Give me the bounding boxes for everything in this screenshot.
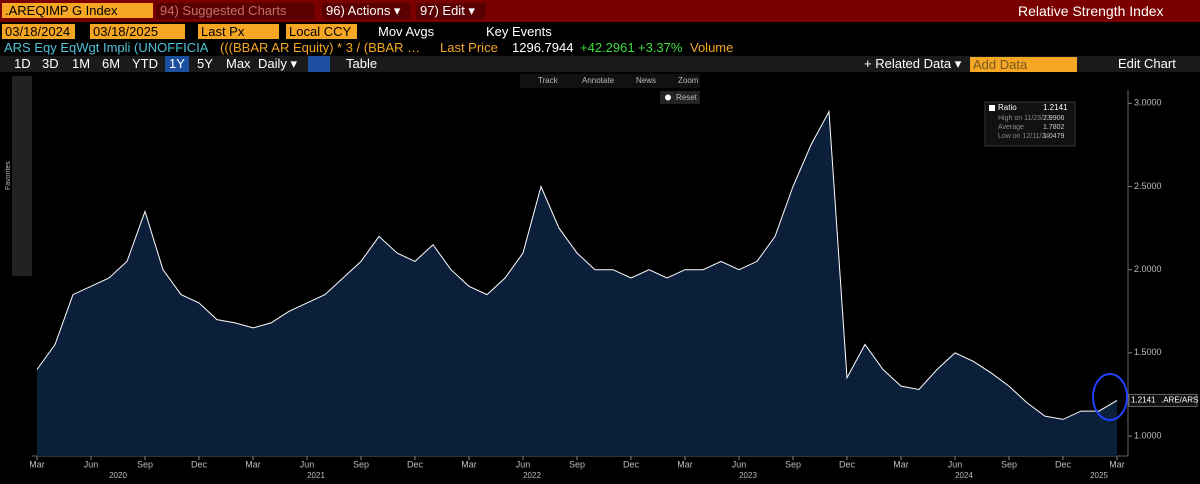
last-ticker: .ARE/ARS <box>1161 396 1198 405</box>
legend-box <box>984 101 1076 147</box>
area <box>37 111 1117 456</box>
year-label: 2021 <box>307 471 325 480</box>
suggested-charts[interactable]: 94) Suggested Charts <box>156 3 314 19</box>
legend-stat-value: 1.0479 <box>1043 133 1065 140</box>
last-value-tag <box>1128 393 1198 407</box>
reset-button[interactable] <box>660 91 700 104</box>
study-title[interactable]: Relative Strength Index <box>1018 3 1164 19</box>
drawing-sidebar <box>12 76 32 276</box>
chart-toolbar <box>520 74 700 88</box>
legend-name: Ratio <box>998 103 1017 112</box>
settings-row: 03/18/2024 03/18/2025 Last Px Local CCY … <box>0 22 1200 40</box>
sidebar-label: Favorites <box>5 161 12 190</box>
y-tick-label: 2.5000 <box>1134 181 1162 191</box>
currency-select[interactable]: Local CCY <box>286 24 357 39</box>
info-row: ARS Eqy EqWgt Impli (UNOFFICIA (((BBAR A… <box>0 40 1200 56</box>
x-tick-label: Dec <box>623 459 640 469</box>
period-button[interactable]: 1M <box>72 56 91 71</box>
period-button[interactable]: 1D <box>14 56 31 71</box>
year-label: 2020 <box>109 471 127 480</box>
year-label: 2025 <box>1090 471 1108 480</box>
x-tick-label: Mar <box>29 459 45 469</box>
y-tick-label: 1.5000 <box>1134 347 1162 357</box>
y-tick-label: 3.0000 <box>1134 98 1162 108</box>
x-tick-label: Mar <box>461 459 477 469</box>
x-tick-label: Jun <box>948 459 963 469</box>
period-row: Daily ▾ Table + Related Data ▾ Add Data … <box>0 56 1200 72</box>
year-label: 2023 <box>739 471 757 480</box>
last-price-label: Last Price <box>440 40 498 55</box>
x-tick-label: Sep <box>137 459 153 469</box>
security-name: ARS Eqy EqWgt Impli (UNOFFICIA <box>4 40 209 55</box>
key-events[interactable]: Key Events <box>486 24 552 39</box>
x-tick-label: Sep <box>1001 459 1017 469</box>
period-button[interactable]: 1Y <box>165 56 189 72</box>
period-button[interactable]: 3D <box>42 56 59 71</box>
chart: Favorites Track Annotate News Zoom Reset 202… <box>0 72 1200 484</box>
edit-menu[interactable]: 97) Edit ▾ <box>416 3 486 19</box>
volume-label: Volume <box>690 40 734 55</box>
line <box>36 109 1118 420</box>
x-tick-label: Dec <box>191 459 208 469</box>
x-tick-label: Mar <box>677 459 693 469</box>
x-tick-label: Jun <box>516 459 531 469</box>
chart-tool[interactable]: Zoom <box>678 76 699 85</box>
security-field[interactable]: .AREQIMP G Index <box>2 3 153 18</box>
field-select[interactable]: Last Px <box>198 24 279 39</box>
x-tick-label: Jun <box>300 459 315 469</box>
year-label: 2022 <box>523 471 541 480</box>
related-data[interactable]: + Related Data ▾ <box>864 56 962 71</box>
chart-tool[interactable]: Annotate <box>582 76 615 85</box>
legend-stat-label: High on 11/23/23 <box>998 115 1051 122</box>
add-data[interactable]: Add Data <box>970 57 1077 72</box>
legend-stat-label: Low on 12/11/24 <box>998 133 1049 140</box>
year-label: 2024 <box>955 471 973 480</box>
legend-swatch <box>989 105 995 111</box>
period-button[interactable]: YTD <box>132 56 158 71</box>
period-button[interactable]: 5Y <box>197 56 213 71</box>
x-tick-label: Mar <box>893 459 909 469</box>
x-tick-label: Jun <box>84 459 99 469</box>
title-bar: .AREQIMP G Index 94) Suggested Charts 96… <box>0 0 1200 22</box>
change: +42.2961 <box>580 40 635 55</box>
chart-tool[interactable]: Track <box>538 76 559 85</box>
x-tick-label: Jun <box>732 459 747 469</box>
chart-tool[interactable]: News <box>636 76 656 85</box>
actions-menu[interactable]: 96) Actions ▾ <box>322 3 410 19</box>
chart-type-button[interactable] <box>308 56 330 72</box>
change-pct: +3.37% <box>638 40 683 55</box>
end-date[interactable]: 03/18/2025 <box>90 24 185 39</box>
legend-value: 1.2141 <box>1043 103 1068 112</box>
x-tick-label: Sep <box>353 459 369 469</box>
x-tick-label: Sep <box>569 459 585 469</box>
x-tick-label: Dec <box>407 459 424 469</box>
y-tick-label: 2.0000 <box>1134 264 1162 274</box>
last-value: 1.2141 <box>1131 396 1156 405</box>
last-price: 1296.7944 <box>512 40 574 55</box>
legend-stat-value: 2.9906 <box>1043 115 1065 122</box>
reset-label[interactable]: Reset <box>676 93 698 102</box>
legend-stat-label: Average <box>998 124 1024 131</box>
table-button[interactable]: Table <box>346 56 378 71</box>
edit-chart[interactable]: Edit Chart <box>1118 56 1176 71</box>
x-tick-label: Mar <box>1109 459 1125 469</box>
start-date[interactable]: 03/18/2024 <box>2 24 75 39</box>
formula: (((BBAR AR Equity) * 3 / (BBAR … <box>220 40 421 55</box>
y-tick-label: 1.0000 <box>1134 430 1162 440</box>
x-tick-label: Dec <box>839 459 856 469</box>
legend-stat-value: 1.7802 <box>1043 124 1065 131</box>
reset-icon <box>665 94 671 101</box>
x-tick-label: Sep <box>785 459 801 469</box>
x-tick-label: Mar <box>245 459 261 469</box>
period-button[interactable]: Max <box>226 56 251 71</box>
hand-drawn-circle <box>1092 373 1128 421</box>
x-tick-label: Dec <box>1055 459 1072 469</box>
frequency[interactable]: Daily ▾ <box>258 56 298 71</box>
mov-avgs[interactable]: Mov Avgs <box>378 24 435 39</box>
period-button[interactable]: 6M <box>102 56 121 71</box>
